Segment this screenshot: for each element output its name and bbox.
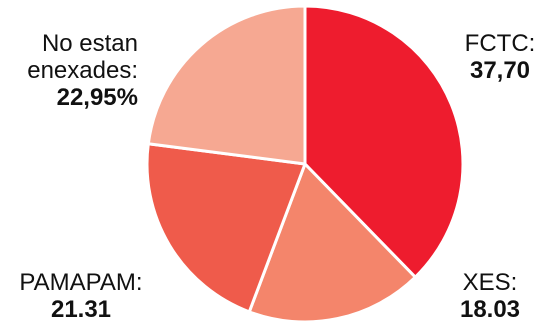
label-xes: XES: 18.03 — [440, 269, 540, 323]
label-pamapam: PAMAPAM: 21.31 — [6, 269, 156, 323]
label-fctc-name: FCTC: — [464, 30, 536, 57]
label-pamapam-name: PAMAPAM: — [19, 269, 143, 296]
label-no-estan-line2: enexades: — [27, 57, 138, 84]
pie-slice-no-estan-enexades — [146, 4, 307, 166]
label-fctc: FCTC: 37,70 — [452, 30, 543, 84]
label-xes-value: 18.03 — [459, 296, 521, 323]
pie-slice-pamapam — [145, 142, 307, 314]
label-no-estan-enexades: No estan enexades: 22,95% — [0, 30, 138, 111]
label-pamapam-value: 21.31 — [50, 296, 112, 323]
pie-slice-fctc — [303, 4, 465, 279]
label-no-estan-line1: No estan — [41, 30, 138, 57]
label-fctc-value: 37,70 — [469, 57, 531, 84]
label-no-estan-value: 22,95% — [56, 84, 138, 111]
label-xes-name: XES: — [462, 269, 518, 296]
